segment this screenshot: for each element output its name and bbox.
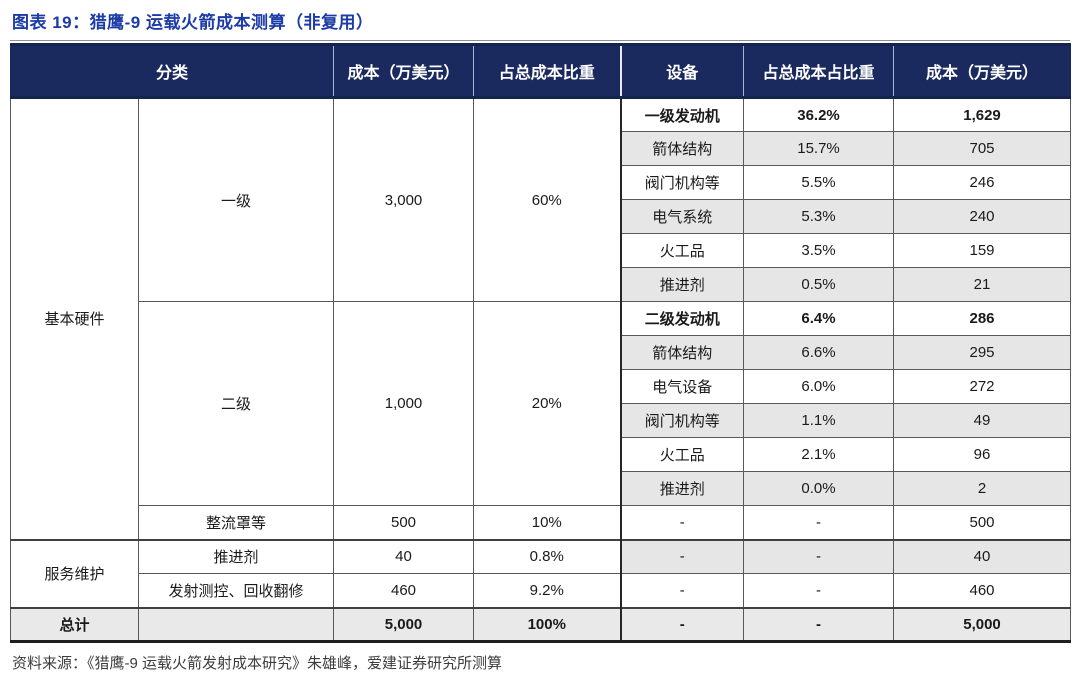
table-row: 阀门机构等 1.1% 49	[11, 403, 1072, 438]
table-row: 推进剂 0.5% 21	[11, 267, 1072, 302]
cell-device-cost: 272	[893, 369, 1072, 404]
header-share-right: 占总成本占比重	[743, 43, 895, 99]
cell-device-share: 6.0%	[743, 369, 895, 404]
service-cost: 40	[333, 538, 475, 574]
header-cost-left: 成本（万美元）	[333, 43, 475, 99]
cell-device-share: 0.0%	[743, 471, 895, 506]
header-device: 设备	[619, 43, 745, 99]
cell-device-share: -	[743, 505, 895, 540]
total-share: 100%	[473, 606, 622, 643]
cell-device: 火工品	[619, 437, 745, 472]
cell-device: -	[619, 573, 745, 608]
cell-device: -	[619, 538, 745, 574]
cell-device-share: 6.4%	[743, 301, 895, 336]
fairing-label: 整流罩等	[137, 505, 335, 540]
cell-device-share: 6.6%	[743, 335, 895, 370]
cost-table: 分类 成本（万美元） 占总成本比重 设备 占总成本占比重 成本（万美元） 基本硬…	[9, 43, 1072, 643]
total-label: 总计	[10, 606, 139, 643]
cell-device-cost: 246	[893, 165, 1072, 200]
cell-device: 火工品	[619, 233, 745, 268]
total-cost: 5,000	[333, 606, 475, 643]
cell-device-cost: 460	[893, 573, 1072, 608]
cell-device: 二级发动机	[619, 301, 745, 336]
cell-device-share: 3.5%	[743, 233, 895, 268]
cell-device: 阀门机构等	[619, 403, 745, 438]
cell-device-cost: 21	[893, 267, 1072, 302]
stage2-cost: 1,000	[333, 301, 475, 506]
cell-device-share: 5.5%	[743, 165, 895, 200]
cell-device-cost: 2	[893, 471, 1072, 506]
cell-device: -	[619, 505, 745, 540]
header-category: 分类	[9, 43, 335, 99]
cell-device: 阀门机构等	[619, 165, 745, 200]
table-row: 火工品 2.1% 96	[11, 437, 1072, 472]
cell-device: 电气系统	[619, 199, 745, 234]
cell-device: 箭体结构	[619, 335, 745, 370]
cell-device-cost: 49	[893, 403, 1072, 438]
table-row: 发射测控、回收翻修 460 9.2% - - 460	[11, 573, 1072, 608]
cell-device-share: -	[743, 606, 895, 643]
cell-device-share: -	[743, 538, 895, 574]
service-share: 9.2%	[473, 573, 622, 608]
table-row: 阀门机构等 5.5% 246	[11, 165, 1072, 200]
service-share: 0.8%	[473, 538, 622, 574]
cell-device: 一级发动机	[619, 97, 745, 132]
fairing-share: 10%	[473, 505, 622, 540]
cell-device-share: 5.3%	[743, 199, 895, 234]
total-row: 总计 5,000 100% - - 5,000	[10, 606, 1072, 643]
figure-title: 图表 19：猎鹰-9 运载火箭成本测算（非复用）	[12, 13, 374, 32]
cell-device-cost: 5,000	[893, 606, 1072, 643]
cell-device-cost: 159	[893, 233, 1072, 268]
cell-device-cost: 96	[893, 437, 1072, 472]
cell-empty	[137, 606, 335, 643]
cell-device-share: 2.1%	[743, 437, 895, 472]
cell-device: 推进剂	[619, 267, 745, 302]
cell-device-cost: 240	[893, 199, 1072, 234]
header-share-left: 占总成本比重	[473, 43, 622, 99]
group-service: 服务维护	[10, 538, 139, 608]
cell-device-share: 1.1%	[743, 403, 895, 438]
table-row: 火工品 3.5% 159	[11, 233, 1072, 268]
table-row: 二级 1,000 20% 二级发动机 6.4% 286	[11, 301, 1072, 506]
fairing-cost: 500	[333, 505, 475, 540]
cell-device-share: 36.2%	[743, 97, 895, 132]
group-hardware: 基本硬件	[10, 97, 139, 540]
service-label: 发射测控、回收翻修	[137, 573, 335, 608]
stage2-label: 二级	[137, 301, 335, 506]
cell-device-cost: 1,629	[893, 97, 1072, 132]
cell-device-cost: 40	[893, 538, 1072, 574]
table-row: 箭体结构 15.7% 705	[11, 131, 1072, 166]
stage1-share: 60%	[473, 97, 622, 302]
cell-device: 推进剂	[619, 471, 745, 506]
service-cost: 460	[333, 573, 475, 608]
table-row: 电气系统 5.3% 240	[11, 199, 1072, 234]
cell-device-cost: 295	[893, 335, 1072, 370]
cell-device-cost: 705	[893, 131, 1072, 166]
service-label: 推进剂	[137, 538, 335, 574]
table-row: 电气设备 6.0% 272	[11, 369, 1072, 404]
stage2-share: 20%	[473, 301, 622, 506]
header-row: 分类 成本（万美元） 占总成本比重 设备 占总成本占比重 成本（万美元）	[9, 43, 1072, 99]
cell-device: -	[619, 606, 745, 643]
table-row: 整流罩等 500 10% - - 500	[11, 505, 1072, 540]
cell-device-share: 0.5%	[743, 267, 895, 302]
table-row: 服务维护 推进剂 40 0.8% - - 40	[10, 538, 1072, 608]
cost-table-wrapper: 分类 成本（万美元） 占总成本比重 设备 占总成本占比重 成本（万美元） 基本硬…	[9, 40, 1072, 643]
cell-device: 电气设备	[619, 369, 745, 404]
cell-device-cost: 286	[893, 301, 1072, 336]
cell-device-share: 15.7%	[743, 131, 895, 166]
header-cost-right: 成本（万美元）	[893, 43, 1072, 99]
cell-device-cost: 500	[893, 505, 1072, 540]
stage1-cost: 3,000	[333, 97, 475, 302]
table-row: 基本硬件 一级 3,000 60% 一级发动机 36.2% 1,629	[10, 97, 1072, 540]
source-note: 资料来源：《猎鹰-9 运载火箭发射成本研究》朱雄峰，爱建证券研究所测算	[12, 655, 503, 672]
cell-device: 箭体结构	[619, 131, 745, 166]
cell-device-share: -	[743, 573, 895, 608]
stage1-label: 一级	[137, 97, 335, 302]
